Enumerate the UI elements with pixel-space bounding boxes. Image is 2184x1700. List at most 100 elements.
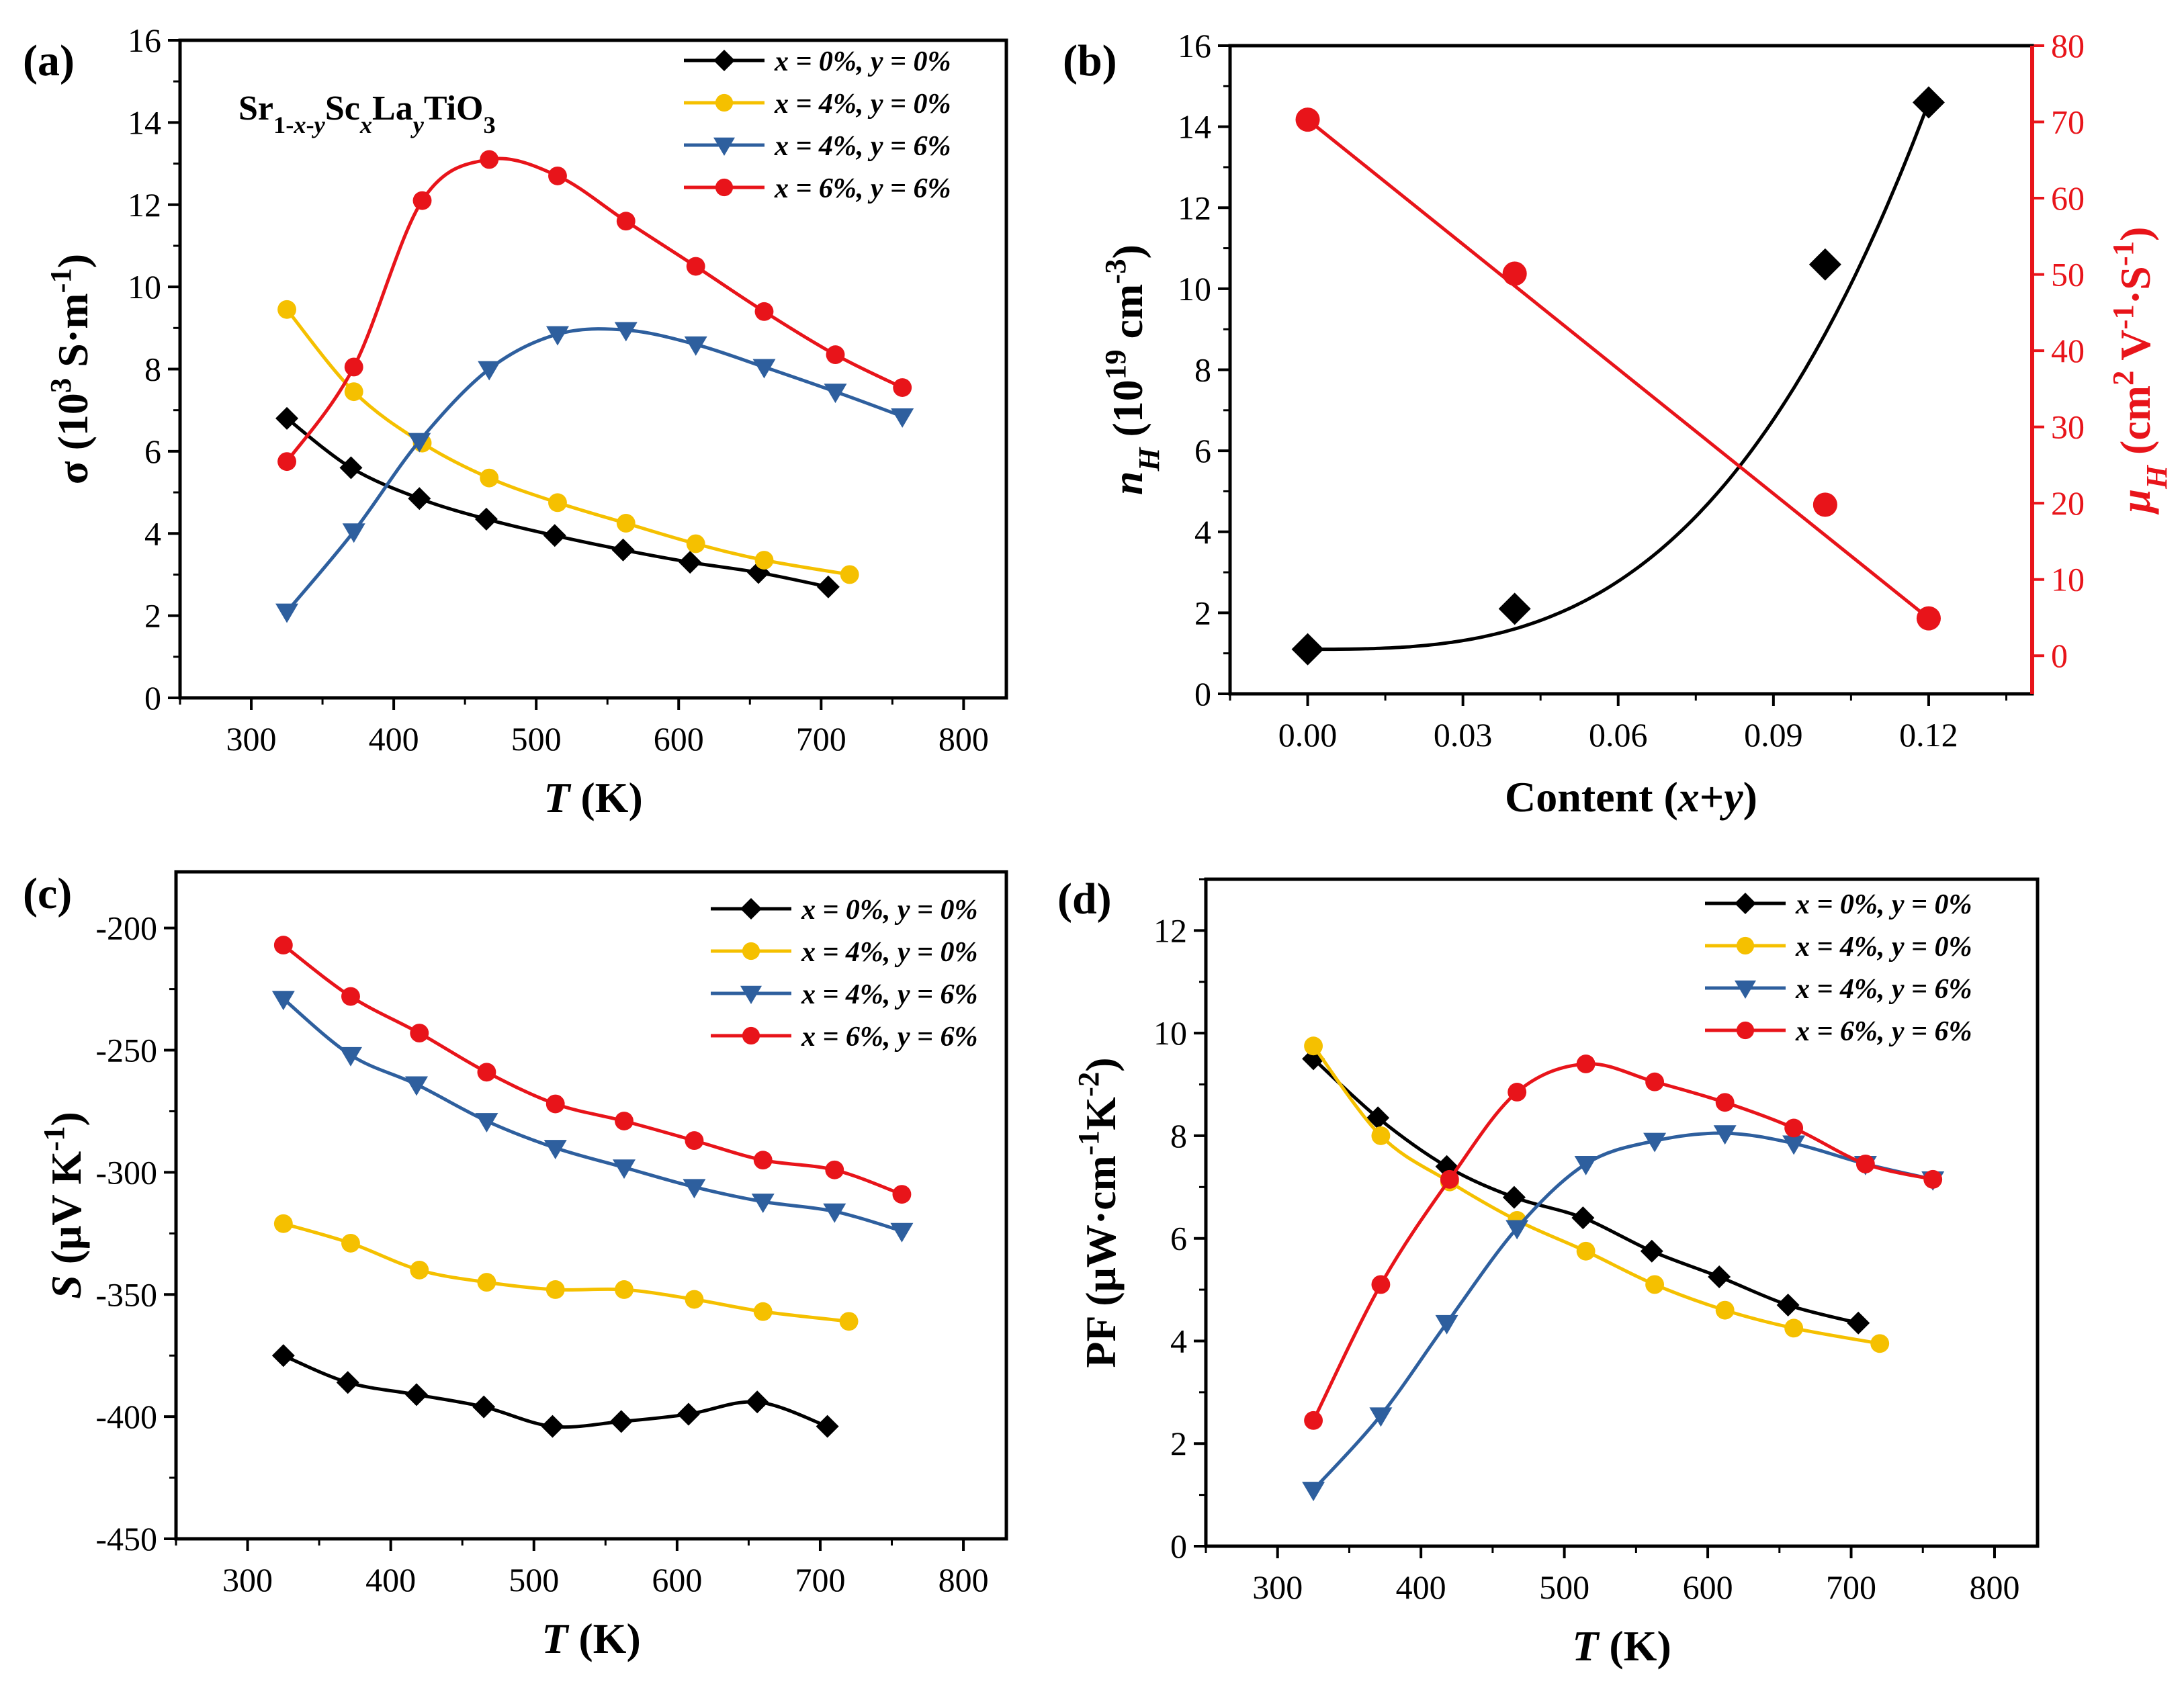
series-line [282, 997, 903, 1233]
panel-label: (d) [1057, 875, 1112, 924]
y-tick-label: 8 [1194, 351, 1211, 389]
series-line [282, 944, 903, 1196]
x-tick-label: 500 [509, 1561, 559, 1599]
y-right-tick-label: 60 [2051, 179, 2085, 217]
data-point [890, 1222, 914, 1243]
data-point [410, 1024, 429, 1043]
y-axis-title-right-part: V [2111, 329, 2159, 370]
x-tick-label: 800 [938, 720, 989, 758]
data-point [685, 1131, 704, 1151]
x-tick-label: 300 [226, 720, 277, 758]
y-axis-title-right: μH (cm2 V-1·S-1) [2106, 227, 2173, 515]
data-point [891, 408, 914, 428]
x-axis-title: T (K) [543, 774, 643, 821]
y-tick-label: 6 [1194, 432, 1211, 469]
legend-label: x = 4%, y = 0% [774, 89, 951, 120]
y-tick-label: -250 [95, 1032, 157, 1069]
y-tick-label: 4 [144, 515, 161, 552]
y-axis-title-right-part: -1 [2106, 304, 2140, 329]
x-axis-title-part: T [543, 774, 572, 821]
y-tick-label: 4 [1170, 1322, 1187, 1359]
data-point [1571, 1206, 1595, 1230]
y-axis-title-part: ) [49, 254, 97, 268]
data-point [545, 326, 569, 346]
y-right-tick-label: 30 [2051, 408, 2085, 446]
x-tick-label: 600 [654, 720, 704, 758]
legend-label: x = 4%, y = 0% [1795, 932, 1972, 963]
y-tick-label: 4 [1194, 513, 1211, 551]
data-point [1371, 1126, 1391, 1145]
data-point [408, 433, 431, 453]
data-point [1576, 1055, 1596, 1073]
data-point [1855, 1154, 1875, 1173]
data-point [480, 468, 499, 488]
panel-label: (a) [23, 36, 75, 85]
composition-annotation-part: x [359, 111, 372, 138]
y-axis-title: σ (103 S·m-1) [44, 254, 97, 484]
composition-annotation-part: TiO [424, 89, 484, 128]
y-axis-title-left-part: 19 [1098, 349, 1132, 379]
y-tick-label: 14 [1178, 108, 1211, 146]
composition-annotation-part: Sr [238, 89, 273, 128]
legend-marker [742, 942, 760, 960]
data-point [275, 603, 299, 623]
y-axis-title: S (μV K-1) [37, 1112, 90, 1299]
y-axis-title-part: σ (10 [49, 393, 97, 484]
y-right-tick-label: 10 [2051, 561, 2085, 598]
legend-label: x = 4%, y = 6% [801, 979, 977, 1010]
panel-label: (b) [1063, 36, 1117, 85]
composition-annotation-part: 1- [273, 111, 294, 138]
data-point [277, 452, 296, 472]
data-point [545, 1280, 565, 1299]
data-point [616, 212, 636, 231]
legend-marker [1736, 1021, 1755, 1040]
data-point [686, 534, 705, 553]
y-right-tick-label: 80 [2051, 27, 2085, 64]
series-line [1312, 1044, 1880, 1345]
data-point [1708, 1265, 1731, 1288]
data-point [477, 1273, 496, 1292]
y-right-tick-label: 40 [2051, 332, 2085, 369]
data-point [545, 1094, 565, 1114]
composition-annotation-part: y [312, 111, 326, 138]
x-tick-label: 700 [1826, 1568, 1876, 1606]
data-point [480, 150, 499, 169]
y-right-tick-label: 70 [2051, 103, 2085, 141]
data-point [1435, 1314, 1458, 1335]
series-line [1312, 1131, 1933, 1491]
series-line [282, 1353, 828, 1429]
panel-d: 300 400 500 600 700 800 0 2 4 6 8 10 12 x = 0%, y = 0… [1057, 875, 2040, 1670]
y-axis-title-left: nH (1019 cm-3) [1098, 244, 1166, 495]
y-tick-label: 16 [128, 21, 161, 59]
series-line [286, 327, 904, 613]
panel-c: 300 400 500 600 700 800 -450 -400 -350 -300 -250 -2… [23, 869, 1008, 1662]
x-tick-label: 0.00 [1278, 716, 1338, 754]
composition-annotation-part: - [306, 111, 314, 138]
legend-label: x = 4%, y = 0% [801, 937, 977, 968]
muH-data-point [1295, 107, 1320, 132]
y-tick-label: 0 [1170, 1527, 1187, 1565]
data-point [339, 456, 363, 480]
x-tick-label: 400 [369, 720, 419, 758]
data-point [1784, 1318, 1804, 1338]
legend-label: x = 6%, y = 6% [1795, 1016, 1972, 1047]
x-tick-label: 300 [1252, 1568, 1303, 1606]
x-tick-label: 400 [365, 1561, 416, 1599]
data-point [686, 257, 705, 276]
data-point [824, 384, 847, 404]
x-tick-label: 800 [938, 1561, 989, 1599]
y-tick-label: 8 [144, 351, 161, 388]
nH-data-point [1291, 633, 1324, 666]
y-tick-label: 12 [1153, 911, 1187, 949]
x-axis-title-part: (K) [568, 1615, 640, 1662]
data-point [339, 1046, 362, 1067]
legend-label: x = 4%, y = 6% [774, 131, 951, 162]
y-tick-label: -200 [95, 909, 157, 947]
data-point [609, 1410, 633, 1433]
data-point [1304, 1036, 1323, 1056]
legend-label: x = 6%, y = 6% [801, 1022, 977, 1053]
data-point [816, 1415, 839, 1438]
x-tick-label: 700 [795, 1561, 845, 1599]
data-point [753, 1151, 773, 1170]
y-tick-label: 2 [144, 597, 161, 635]
